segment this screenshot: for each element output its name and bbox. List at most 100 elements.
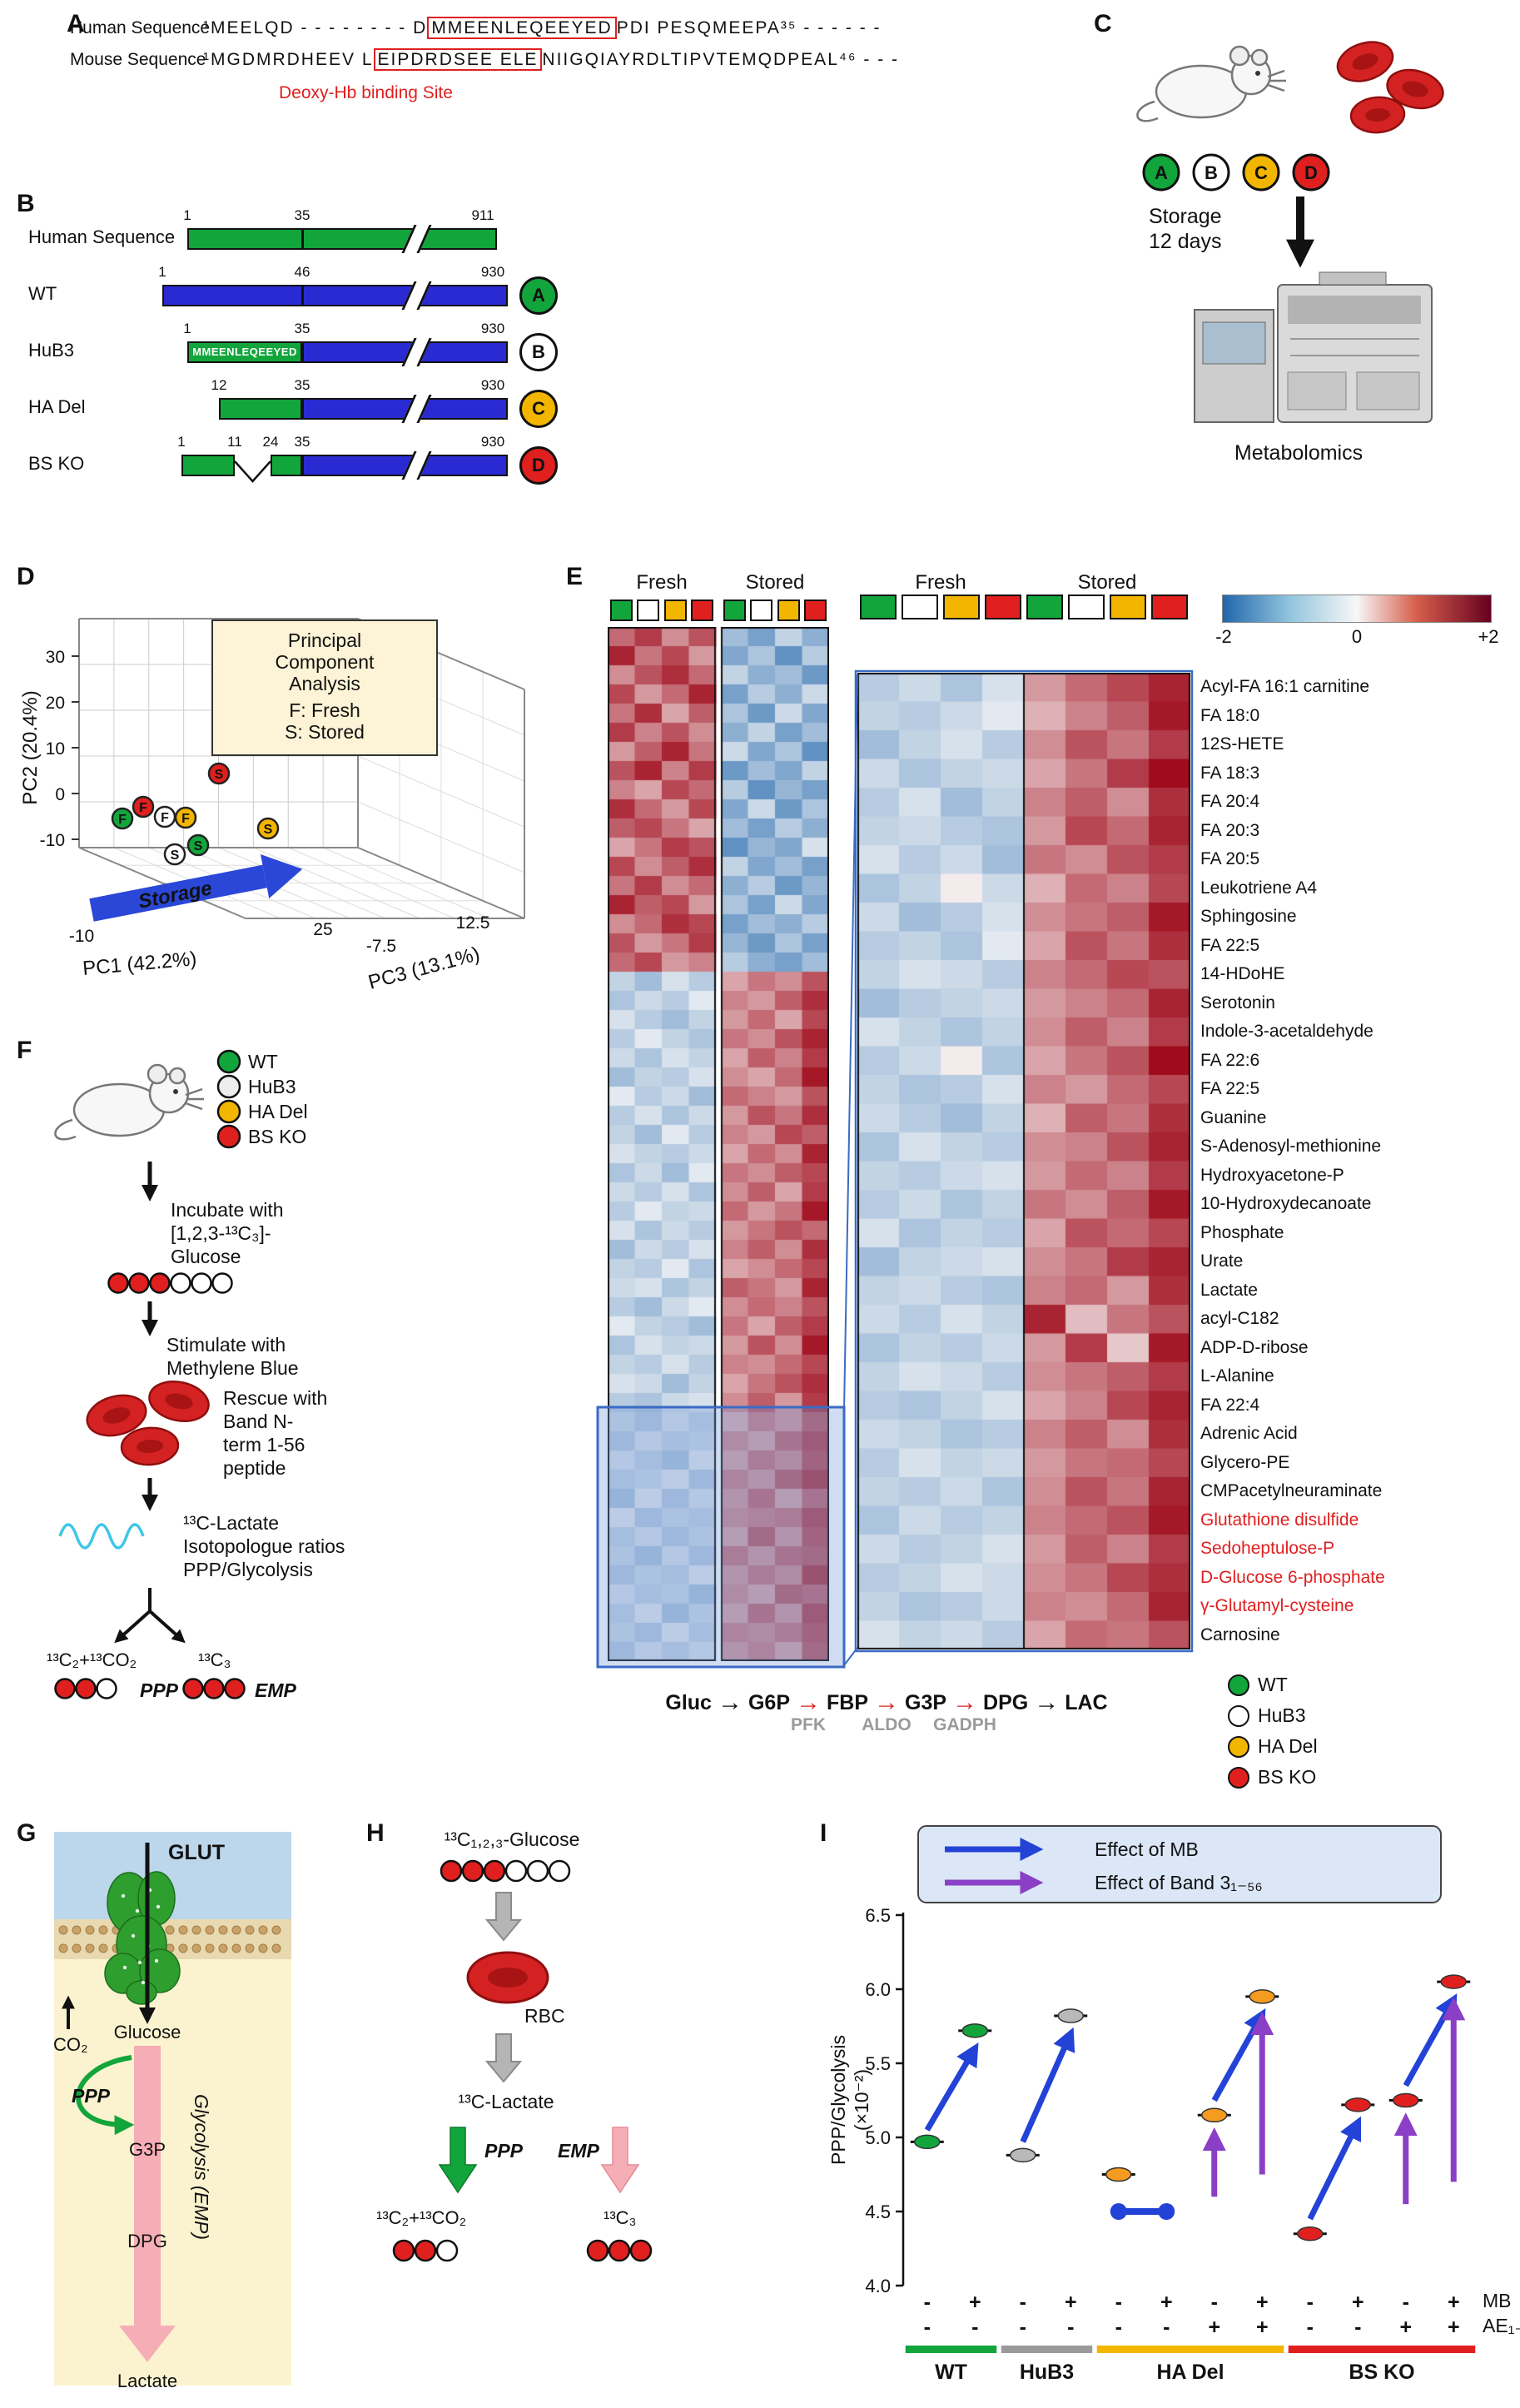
- pca-point-F: [111, 807, 134, 830]
- rbc-label: RBC: [524, 2005, 565, 2027]
- glucose-label: Glucose: [114, 2022, 181, 2042]
- mouse-icon: [54, 1063, 204, 1141]
- isotope-circle-red: [149, 1272, 171, 1294]
- circle-shape: [85, 1943, 95, 1953]
- circle-shape: [191, 1943, 201, 1953]
- lactate-line-2: Isotopologue ratios: [183, 1535, 345, 1557]
- panel-i: I 4.0 4.5 5.0 5.5 6.0 6.5 PPP/Glycolysis (×10⁻²…: [820, 1819, 1520, 2408]
- construct-row-name: BS KO: [28, 453, 85, 474]
- residue-number: 930: [480, 377, 505, 393]
- emp-product-formula: ¹³C₃: [604, 2207, 637, 2228]
- isotope-circle-red: [107, 1272, 129, 1294]
- y-tick-label: 5.5: [865, 2053, 891, 2074]
- legend-item: WT: [1228, 1674, 1288, 1696]
- group-underline: [905, 2346, 997, 2353]
- circle-shape: [178, 1925, 188, 1935]
- legend-bsko: BS KO: [216, 1124, 306, 1149]
- ae-row-label: AE₁₋₅₆: [1483, 2315, 1520, 2336]
- svg-text:Analysis: Analysis: [289, 673, 360, 694]
- heatmap-row-label: 14-HDoHE: [1200, 964, 1285, 984]
- lactate-line-1: ¹³C-Lactate: [183, 1512, 279, 1534]
- red-blood-cells-icon: [86, 1381, 210, 1466]
- isotope-circle-red: [586, 2239, 609, 2262]
- incubate-line-3: Glucose: [171, 1246, 241, 1267]
- pca-point-letter: F: [161, 811, 169, 825]
- heatmap-row-label: CMPacetylneuraminate: [1200, 1481, 1383, 1501]
- heatmap-row-label: 12S-HETE: [1200, 734, 1284, 754]
- ppp-glycolysis-plot: 4.0 4.5 5.0 5.5 6.0 6.5 PPP/Glycolysis (×10⁻²) -…: [827, 1825, 1520, 2384]
- colorbar-max: +2: [1478, 626, 1499, 647]
- mb-sign: +: [1065, 2291, 1077, 2314]
- emp-label: EMP: [558, 2140, 600, 2162]
- legend-item: HuB3: [1228, 1704, 1306, 1727]
- wt-swatch: [1228, 1674, 1249, 1696]
- rbc-icon: [466, 1951, 549, 2004]
- pca-point-S: [207, 762, 231, 785]
- y-tick-label: 5.0: [865, 2127, 891, 2148]
- mb-sign: +: [969, 2291, 981, 2314]
- metabolomics-caption: Metabolomics: [1234, 441, 1363, 465]
- isotope-circle-red: [414, 2239, 437, 2262]
- heatmap-row-label: L-Alanine: [1200, 1366, 1274, 1386]
- mb-sign: +: [1352, 2291, 1364, 2314]
- storage-text-2: 12 days: [1149, 230, 1222, 253]
- ppp-label: PPP: [72, 2085, 111, 2107]
- circle-shape: [98, 1943, 108, 1953]
- svg-text:HuB3: HuB3: [248, 1076, 296, 1097]
- circle-shape: [205, 1943, 215, 1953]
- panel-d: D 30 20 10 0 -10 PC2 (20.4%) -10 25 PC1 …: [17, 556, 566, 1027]
- group-underline: [1288, 2346, 1476, 2353]
- labeled-glucose-circles: [440, 1859, 571, 1883]
- group-circle-a: A: [519, 276, 558, 315]
- pc1-axis-label: PC1 (42.2%): [82, 948, 197, 980]
- residue-number: 930: [480, 264, 505, 280]
- ppp-product-circles: [54, 1678, 117, 1699]
- bs-ko-swatch: [1228, 1766, 1249, 1789]
- panel-f: F WT HuB3 HA Del BS KO Incubate with [1,…: [17, 1037, 558, 1815]
- isotope-circle-red: [224, 1678, 246, 1699]
- data-point: [961, 2023, 988, 2038]
- construct-bar-segment: [187, 228, 497, 250]
- heatmap-row-label: Guanine: [1200, 1107, 1267, 1127]
- sample-swatch: [691, 600, 713, 621]
- isotope-circle-red: [483, 1859, 506, 1883]
- pathway-arrow-icon: →: [717, 1689, 743, 1716]
- gray-down-arrow-2: [484, 2033, 523, 2083]
- polyline-shape: [235, 460, 271, 483]
- ae-sign: -: [971, 2316, 978, 2339]
- heatmap-row-label: Carnosine: [1200, 1624, 1280, 1644]
- ae-sign: -: [1067, 2316, 1074, 2339]
- arrow-legend-box: [917, 1825, 1442, 1903]
- construct-bar-segment: [219, 398, 302, 420]
- construct-bar-segment: [181, 455, 235, 476]
- group-circle-c: C: [519, 390, 558, 428]
- pathway-metabolite: G3P: [905, 1690, 947, 1714]
- mb-sign: -: [1403, 2291, 1409, 2314]
- emp-label: EMP: [255, 1679, 297, 1701]
- deoxy-hb-binding-site-note: Deoxy-Hb binding Site: [279, 83, 453, 102]
- fresh-header-right: Fresh: [915, 571, 966, 594]
- circle-shape: [58, 1943, 68, 1953]
- circle-shape: [218, 1925, 228, 1935]
- overview-heatmap: [608, 627, 829, 1661]
- heatmap-row-label: 10-Hydroxydecanoate: [1200, 1194, 1372, 1214]
- svg-text:A: A: [1155, 162, 1168, 183]
- pca-plot: 30 20 10 0 -10 PC2 (20.4%) -10 25 PC1 (4…: [19, 618, 525, 994]
- mb-sign: -: [924, 2291, 931, 2314]
- data-point: [1201, 2107, 1228, 2123]
- pathway-arrow-icon: → ALDO: [862, 1689, 912, 1734]
- sample-swatch: [777, 600, 800, 621]
- legend-hub3: HuB3: [216, 1074, 296, 1099]
- sample-swatch: [1068, 595, 1105, 619]
- mb-sign: -: [1115, 2291, 1122, 2314]
- panel-h: H ¹³C₁,₂,₃-Glucose RBC ¹³C-Lactate PPP E…: [358, 1819, 816, 2402]
- group-circle-b: B: [1192, 153, 1230, 192]
- svg-text:B: B: [1205, 162, 1218, 183]
- ae-sign: -: [1307, 2316, 1314, 2339]
- heatmap-row-label: Serotonin: [1200, 993, 1275, 1012]
- ppp-label: PPP: [140, 1679, 179, 1701]
- c13-lactate-text: ¹³C-Lactate: [458, 2091, 554, 2112]
- circle-shape: [245, 1925, 255, 1935]
- panel-g-label: G: [17, 1819, 37, 1847]
- svg-text:C: C: [1254, 162, 1268, 183]
